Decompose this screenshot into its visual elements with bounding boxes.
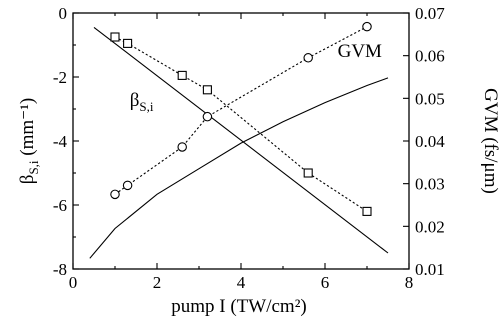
series-group	[89, 21, 389, 259]
y-right-tick-label: 0.06	[415, 47, 445, 66]
x-axis-title: pump I (TW/cm²)	[171, 296, 307, 317]
annotation-label: βS,i	[130, 90, 154, 114]
y-right-tick-label: 0.04	[415, 132, 445, 151]
y-left-tick-label: -6	[53, 196, 67, 215]
series-3-point	[177, 142, 187, 152]
series-1-point	[362, 206, 372, 216]
annotation-label: GVM	[338, 41, 382, 62]
y-left-tick-label: -4	[53, 132, 68, 151]
series-3-point	[362, 21, 372, 32]
x-tick-label: 6	[321, 273, 330, 292]
y-left-axis-title: βS,i (mm⁻¹)	[17, 98, 41, 184]
y-left-title-main: β	[17, 175, 38, 185]
y-left-title-unit: (mm⁻¹)	[17, 98, 38, 161]
series-3-line	[114, 26, 368, 195]
y-left-title-sub: S,i	[26, 160, 41, 174]
series-3-point	[303, 53, 313, 63]
y-right-tick-label: 0.02	[415, 217, 445, 236]
tick-labels: 0 2 4 6 8 -8 -6 -4 -2 0 0.01 0.02 0.03 0.04 0.05 0.06 0.…	[53, 4, 445, 292]
y-right-tick-label: 0.07	[415, 4, 445, 23]
series-1-point	[110, 32, 120, 42]
series-1-point	[303, 168, 313, 178]
series-3-point	[202, 111, 213, 122]
y-right-tick-label: 0.03	[415, 175, 445, 194]
x-tick-label: 0	[69, 273, 78, 292]
x-tick-label: 2	[153, 273, 162, 292]
y-left-tick-label: 0	[59, 4, 68, 23]
series-1-point	[202, 85, 212, 95]
series-1-point	[177, 70, 187, 80]
series-1-point	[123, 38, 133, 48]
y-right-axis-title: GVM (fs/μm)	[480, 88, 501, 194]
annotations: βS,i GVM	[130, 41, 382, 114]
series-3-point	[122, 180, 133, 191]
y-right-tick-label: 0.05	[415, 89, 445, 108]
series-0-line	[93, 26, 389, 254]
x-tick-label: 8	[405, 273, 414, 292]
series-3-point	[110, 189, 120, 200]
series-1-line	[114, 36, 368, 212]
y-right-tick-label: 0.01	[415, 260, 445, 279]
y-left-tick-label: -8	[53, 260, 67, 279]
y-left-tick-label: -2	[53, 68, 67, 87]
axis-ticks	[72, 12, 410, 270]
x-tick-label: 4	[237, 273, 246, 292]
series-2-line	[89, 77, 389, 259]
